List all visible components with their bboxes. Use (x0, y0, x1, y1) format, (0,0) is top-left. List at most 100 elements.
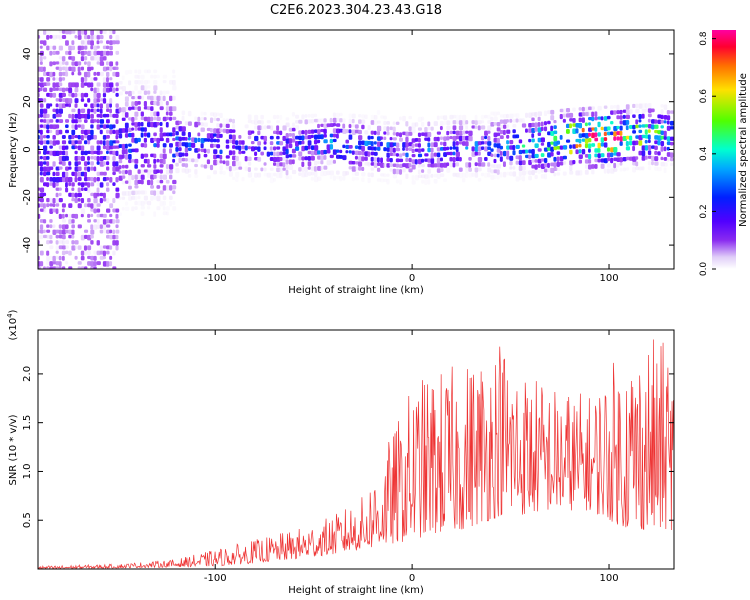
spectrogram-cell (584, 143, 589, 149)
spectrogram-cell (512, 113, 517, 117)
spectrogram-cell (156, 95, 161, 101)
spectrogram-cell (559, 108, 564, 113)
spectrogram-cell (241, 140, 245, 145)
spectrogram-cell (484, 156, 488, 162)
spectrogram-cell (556, 151, 561, 155)
spectrogram-cell (553, 172, 557, 177)
spectrogram-cell (124, 96, 129, 102)
spectrogram-cell (106, 219, 110, 224)
spectrogram-cell (80, 82, 85, 88)
spectrogram-cell (156, 74, 160, 79)
spectrogram-cell (446, 125, 451, 130)
spectrogram-cell (109, 229, 113, 234)
spectrogram-cell (162, 79, 167, 84)
spectrogram-cell (257, 125, 262, 131)
spectrogram-cell (606, 152, 611, 158)
spectrogram-cell (502, 129, 506, 136)
spectrogram-cell (313, 129, 318, 133)
spectrogram-cell (534, 159, 538, 163)
spectrogram-cell (594, 148, 599, 153)
spectrogram-cell (386, 121, 390, 125)
spectrogram-cell (65, 150, 69, 156)
spectrogram-cell (370, 151, 375, 156)
spectrogram-cell (518, 170, 522, 177)
spectrogram-cell (106, 103, 110, 109)
spectrogram-cell (490, 148, 494, 152)
spectrogram-cell (175, 146, 179, 152)
spectrogram-cell (55, 87, 59, 91)
spectrogram-cell (38, 82, 41, 87)
spectrogram-cell (540, 121, 544, 127)
spectrogram-cell (39, 40, 44, 45)
spectrogram-cell (361, 119, 366, 124)
spectrogram-cell (496, 137, 500, 144)
spectrogram-cell (112, 155, 116, 161)
spectrogram-cell (109, 103, 112, 108)
spectrogram-cell (304, 156, 308, 161)
spectrogram-cell (216, 138, 220, 143)
spectrogram-cell (351, 113, 356, 119)
spectrogram-cell (332, 175, 336, 181)
spectrogram-cell (150, 106, 154, 112)
spectrogram-cell (272, 146, 277, 151)
spectrogram-cell (153, 90, 157, 94)
spectrogram-cell (666, 157, 670, 162)
spectrogram-cell (200, 122, 204, 127)
spectrogram-cell (644, 155, 648, 160)
spectrogram-cell (99, 35, 104, 40)
spectrogram-cell (178, 147, 182, 152)
spectrogram-cell (156, 169, 160, 174)
spectrogram-cell (146, 169, 152, 175)
spectrogram-cell (578, 149, 582, 154)
spectrogram-cell (71, 71, 75, 76)
spectrogram-cell (121, 191, 127, 196)
spectrogram-cell (197, 121, 201, 126)
spectrogram-cell (96, 56, 101, 62)
spectrogram-cell (128, 154, 132, 160)
spectrogram-cell (184, 163, 189, 168)
spectrogram-cell (71, 229, 75, 235)
spectrogram-cell (474, 146, 479, 152)
spectrogram-cell (395, 163, 400, 168)
spectrogram-cell (115, 140, 120, 144)
spectrogram-cell (553, 162, 557, 168)
spectrogram-cell (124, 101, 129, 107)
spectrogram-cell (203, 111, 207, 116)
spectrogram-cell (83, 82, 89, 86)
spectrogram-cell (588, 127, 593, 132)
spectrogram-cell (295, 125, 300, 130)
spectrogram-cell (106, 40, 110, 45)
spectrogram-cell (625, 135, 630, 140)
spectrogram-cell (367, 151, 371, 157)
spectrogram-cell (181, 152, 185, 157)
spectrogram-cell (474, 120, 478, 125)
spectrogram-cell (128, 117, 133, 121)
spectrogram-cell (594, 127, 598, 132)
spectrogram-cell (61, 30, 66, 34)
spectrogram-cell (439, 173, 445, 177)
spectrogram-cell (162, 143, 167, 148)
spectrogram-cell (68, 250, 72, 256)
spectrogram-cell (71, 40, 75, 45)
spectrogram-cell (408, 126, 412, 132)
spectrogram-cell (439, 136, 444, 140)
spectrogram-cell (581, 117, 585, 123)
spectrogram-cell (46, 119, 50, 124)
spectrogram-cell (543, 126, 548, 132)
spectrogram-cell (134, 69, 138, 74)
spectrogram-cell (225, 165, 229, 170)
spectrogram-cell (392, 152, 397, 157)
spectrogram-cell (124, 106, 129, 111)
spectrogram-cell (68, 203, 73, 208)
spectrogram-cell (603, 116, 608, 121)
spectrogram-cell (137, 190, 141, 195)
spectrogram-cell (90, 192, 95, 197)
spectrogram-cell (499, 119, 504, 124)
spectrogram-cell (310, 113, 315, 119)
spectrogram-cell (269, 167, 274, 171)
spectrogram-cell (162, 116, 167, 122)
spectrogram-cell (588, 122, 591, 126)
spectrogram-cell (389, 152, 394, 157)
spectrogram-cell (159, 174, 163, 180)
spectrogram-cell (291, 133, 295, 139)
